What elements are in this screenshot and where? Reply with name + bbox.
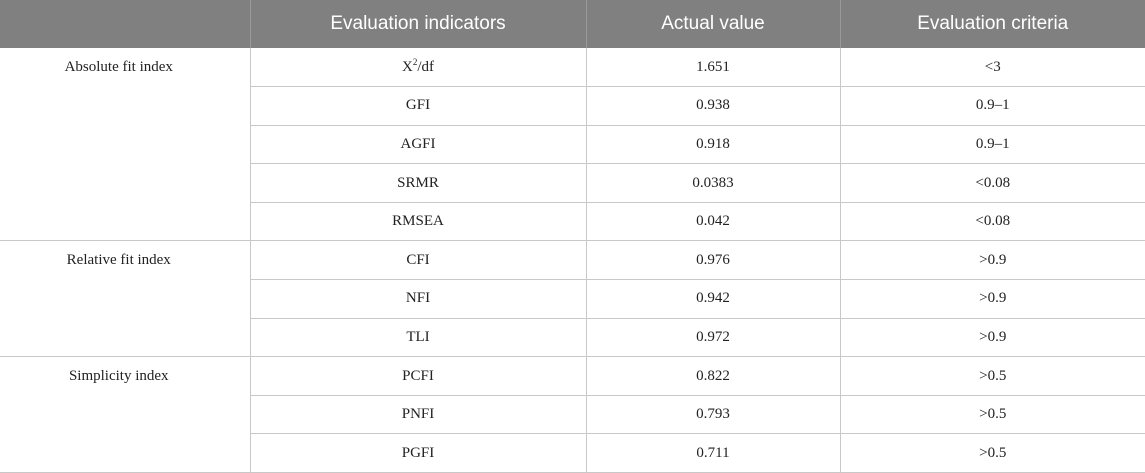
indicator-cell: AGFI — [249, 125, 586, 165]
table-row: PNFI 0.793 >0.5 — [0, 395, 1145, 435]
table-header: Evaluation indicators Actual value Evalu… — [0, 0, 1145, 48]
actual-value-cell: 0.942 — [585, 279, 840, 319]
indicator-cell: PNFI — [249, 395, 586, 435]
indicator-cell: NFI — [249, 279, 586, 319]
table-row: SRMR 0.0383 <0.08 — [0, 163, 1145, 203]
header-criteria: Evaluation criteria — [839, 0, 1145, 48]
header-row: Evaluation indicators Actual value Evalu… — [0, 0, 1145, 48]
header-actual-value: Actual value — [585, 0, 840, 48]
indicator-cell: PGFI — [249, 433, 586, 473]
criteria-cell: >0.5 — [839, 433, 1145, 473]
table-row: PGFI 0.711 >0.5 — [0, 433, 1145, 473]
criteria-cell: 0.9–1 — [839, 86, 1145, 126]
criteria-cell: <0.08 — [839, 163, 1145, 203]
actual-value-cell: 0.972 — [585, 318, 840, 358]
criteria-cell: >0.9 — [839, 318, 1145, 358]
actual-value-cell: 0.918 — [585, 125, 840, 165]
table-row: NFI 0.942 >0.9 — [0, 279, 1145, 319]
actual-value-cell: 0.0383 — [585, 163, 840, 203]
group-label-absolute-fit: Absolute fit index — [0, 48, 250, 242]
indicator-cell: RMSEA — [249, 202, 586, 242]
table-row: RMSEA 0.042 <0.08 — [0, 202, 1145, 242]
actual-value-cell: 0.042 — [585, 202, 840, 242]
actual-value-cell: 1.651 — [585, 48, 840, 88]
actual-value-cell: 0.822 — [585, 356, 840, 396]
criteria-cell: >0.9 — [839, 240, 1145, 281]
actual-value-cell: 0.938 — [585, 86, 840, 126]
actual-value-cell: 0.711 — [585, 433, 840, 473]
table-body: Absolute fit index X2/df 1.651 <3 GFI 0.… — [0, 48, 1145, 473]
criteria-cell: <3 — [839, 48, 1145, 88]
indicator-cell: CFI — [249, 240, 586, 281]
group-label-relative-fit: Relative fit index — [0, 240, 250, 358]
indicator-cell: GFI — [249, 86, 586, 126]
actual-value-cell: 0.793 — [585, 395, 840, 435]
actual-value-cell: 0.976 — [585, 240, 840, 281]
table-row: TLI 0.972 >0.9 — [0, 318, 1145, 358]
indicator-cell: PCFI — [249, 356, 586, 396]
table-row: Relative fit index CFI 0.976 >0.9 — [0, 240, 1145, 358]
table-row: Simplicity index PCFI 0.822 >0.5 — [0, 356, 1145, 473]
header-indicators: Evaluation indicators — [249, 0, 586, 48]
table-row: GFI 0.938 0.9–1 — [0, 86, 1145, 126]
group-label-simplicity: Simplicity index — [0, 356, 250, 473]
criteria-cell: <0.08 — [839, 202, 1145, 242]
criteria-cell: >0.5 — [839, 395, 1145, 435]
table-row: Absolute fit index X2/df 1.651 <3 — [0, 48, 1145, 242]
header-group — [0, 0, 250, 48]
indicator-cell: TLI — [249, 318, 586, 358]
criteria-cell: >0.9 — [839, 279, 1145, 319]
criteria-cell: >0.5 — [839, 356, 1145, 396]
indicator-cell: SRMR — [249, 163, 586, 203]
table-row: AGFI 0.918 0.9–1 — [0, 125, 1145, 165]
criteria-cell: 0.9–1 — [839, 125, 1145, 165]
indicator-cell: X2/df — [249, 48, 586, 88]
